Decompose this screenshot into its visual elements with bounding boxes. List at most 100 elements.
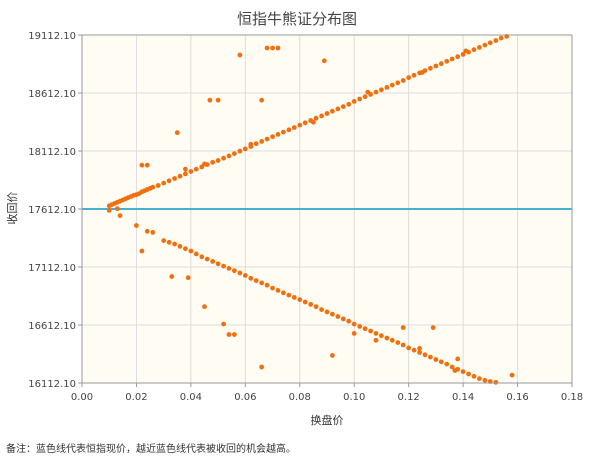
data-point [340,316,346,322]
data-point [417,350,422,355]
data-point [161,238,167,244]
data-point [172,176,178,181]
data-point [207,97,213,103]
data-point [253,278,259,283]
data-point [242,273,248,278]
data-point [319,113,324,119]
data-point [308,302,314,307]
data-point [362,94,368,100]
data-point [302,120,308,126]
data-point [281,290,286,296]
data-point [166,178,172,184]
x-axis-label: 换盘价 [311,413,344,427]
chart-title: 恒指牛熊证分布图 [237,10,357,28]
data-point [313,304,319,310]
data-point [248,275,254,281]
data-point [275,132,281,137]
x-tick-label: 0.04 [180,392,202,403]
data-point [259,139,265,144]
data-point [215,261,221,267]
data-point [281,129,286,135]
data-point [438,359,444,365]
data-point [286,127,292,133]
data-point [237,148,243,154]
y-tick-label: 19112.10 [28,31,76,42]
data-point [384,85,390,90]
data-point [395,340,401,345]
data-point [226,153,232,159]
data-point [389,82,395,88]
data-point [161,180,167,186]
data-point [259,280,265,286]
data-point [169,274,175,279]
data-point [106,208,112,213]
data-point [275,45,281,51]
data-point [368,328,373,334]
y-tick-label: 16612.10 [28,321,76,332]
data-point [379,333,384,339]
data-point [452,368,458,373]
data-point [232,151,237,157]
data-point [422,352,428,358]
data-point [357,324,363,329]
data-point [193,166,199,172]
data-point [455,54,461,60]
data-point [297,122,303,128]
x-tick-label: 0.14 [452,392,474,403]
data-point [210,159,216,165]
data-point [487,40,493,46]
data-point [330,311,335,317]
x-tick-label: 0.12 [398,392,420,403]
data-point [477,45,482,50]
data-point [172,241,178,247]
data-point [237,270,243,276]
data-point [188,248,194,254]
data-point [455,356,461,362]
data-point [286,292,292,298]
data-point [498,35,504,41]
data-point [253,141,259,147]
data-point [199,254,205,260]
data-point [275,288,281,293]
data-point [270,45,275,51]
data-point [226,266,232,271]
data-point [428,65,433,71]
data-point [357,96,363,102]
y-tick-label: 16112.10 [28,379,76,390]
data-point [460,369,466,374]
data-point [215,97,221,103]
data-point [400,325,406,330]
data-point [210,259,216,264]
data-point [346,101,352,107]
data-point [406,75,412,80]
data-point [444,361,450,367]
data-point [379,87,384,93]
data-point [433,357,439,362]
data-point [493,38,499,43]
data-point [226,332,232,337]
data-point [311,119,316,125]
data-point [221,155,227,161]
data-point [449,364,455,370]
data-point [373,89,379,95]
data-point [177,173,183,179]
data-point [411,347,417,353]
x-tick-label: 0.02 [125,392,147,403]
bull-bear-scatter-chart: 恒指牛熊证分布图 0.00 0.02 0.04 0.06 0.08 0.10 0.12 0.1… [5,10,583,427]
data-point [215,158,221,163]
scatter-points [106,34,515,385]
data-point [324,111,330,116]
data-point [419,70,425,75]
data-point [430,325,436,330]
data-point [365,89,371,95]
data-point [509,372,515,378]
data-point [330,353,335,358]
data-point [185,275,191,281]
data-point [188,169,194,174]
data-point [221,263,227,269]
data-point [139,248,145,254]
data-point [433,63,439,69]
data-point [264,136,270,142]
data-point [466,371,471,377]
x-tick-label: 0.10 [343,392,365,403]
